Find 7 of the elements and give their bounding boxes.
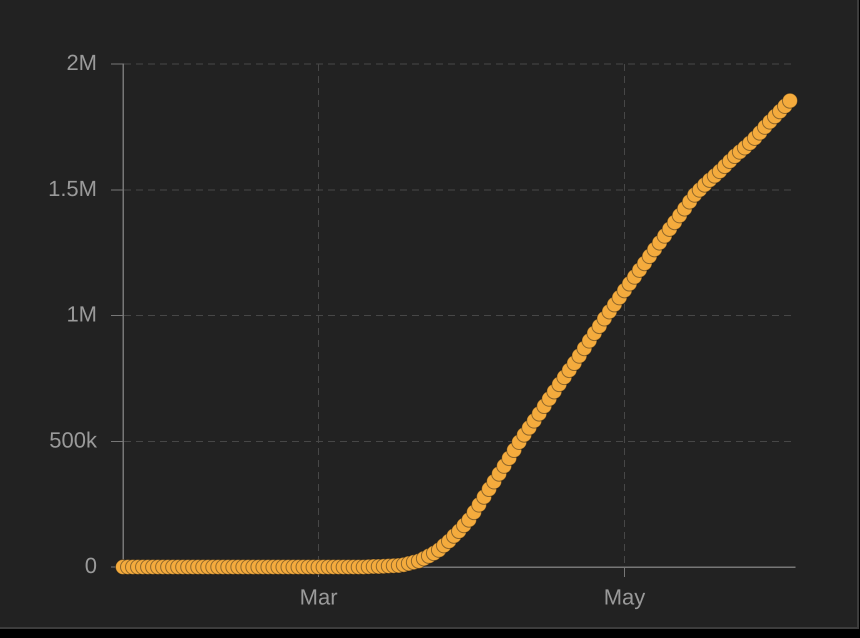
y-tick-label: 500k — [49, 427, 98, 452]
y-tick-label: 1M — [66, 302, 97, 327]
y-tick-label: 0 — [84, 553, 97, 578]
x-tick-label: May — [604, 584, 646, 610]
x-tick-label: Mar — [300, 584, 338, 610]
y-tick-label: 2M — [66, 50, 97, 76]
y-tick-label: 1.5M — [48, 176, 97, 201]
